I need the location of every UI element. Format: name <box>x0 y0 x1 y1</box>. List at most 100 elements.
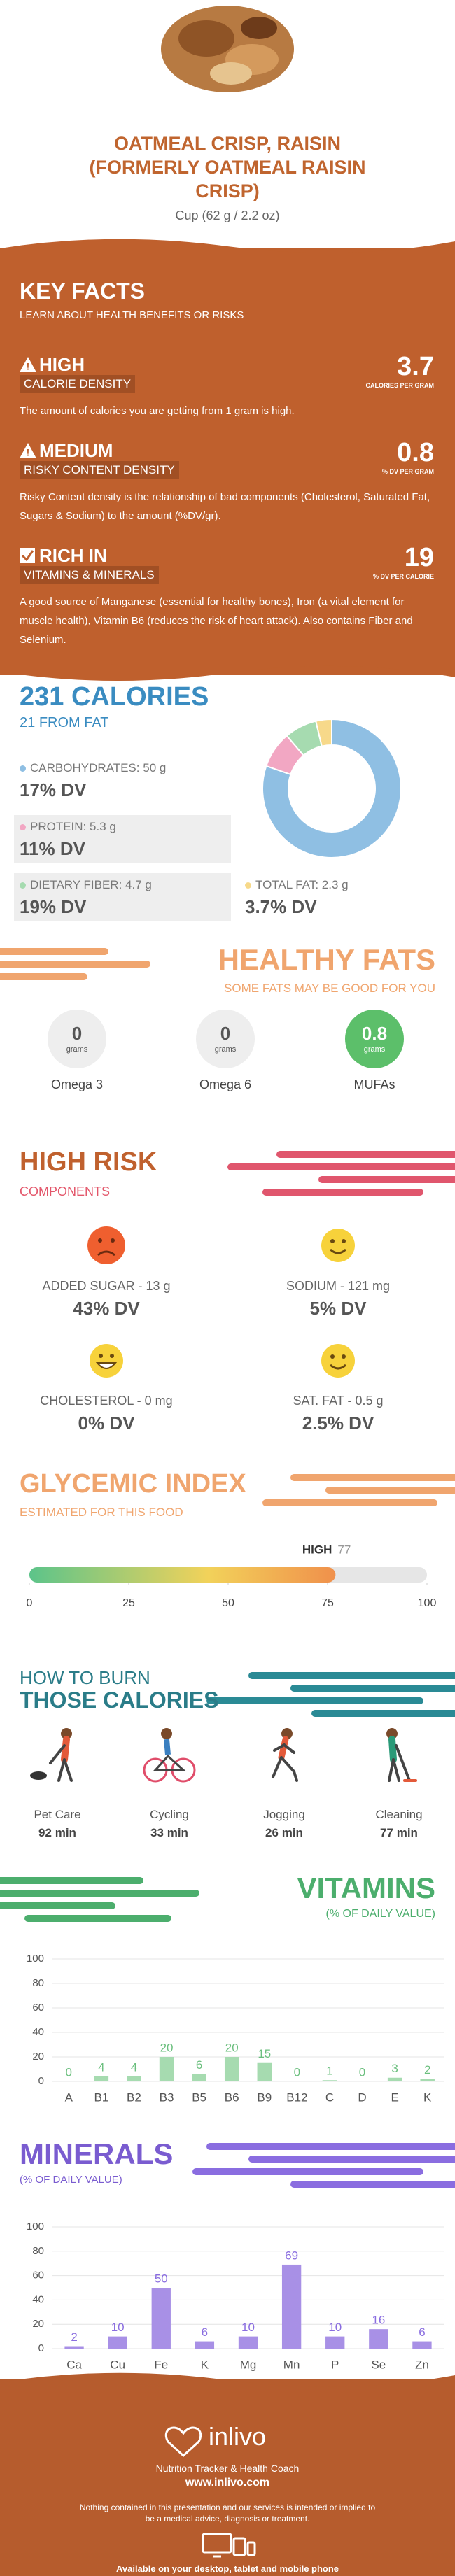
decoration <box>386 1728 398 1739</box>
disclaimer: Nothing contained in this presentation a… <box>79 2503 376 2524</box>
section-subtitle: (% OF DAILY VALUE) <box>326 1908 435 1920</box>
stripes <box>227 1151 455 1196</box>
x-tick-label: B5 <box>192 2090 206 2104</box>
fact-label: RISKY CONTENT DENSITY <box>20 461 179 479</box>
section-subtitle: (% OF DAILY VALUE) <box>20 2174 122 2186</box>
device-icons <box>202 2533 256 2558</box>
decoration <box>388 1736 397 1763</box>
fat-value: 21 <box>20 715 36 730</box>
decoration: ! <box>27 447 30 458</box>
value-label: 20 <box>225 2041 239 2054</box>
bar <box>420 2079 435 2081</box>
x-tick-label: 50 <box>222 1597 234 1609</box>
decoration <box>210 62 252 85</box>
y-tick-label: 60 <box>32 2270 44 2281</box>
activity-name: Jogging <box>263 1808 305 1821</box>
warning-icon: ! <box>20 357 36 372</box>
decoration <box>20 443 36 458</box>
legend-dot <box>20 882 26 889</box>
minutes-unit: min <box>396 1826 418 1839</box>
value-label: 2 <box>424 2063 430 2076</box>
decoration <box>111 1238 115 1243</box>
value-label: 0 <box>294 2065 300 2079</box>
fat-unit: grams <box>66 1045 88 1054</box>
decoration <box>202 2533 232 2554</box>
section-title: MINERALS <box>20 2137 174 2170</box>
x-tick-label: Se <box>371 2358 386 2371</box>
bar <box>257 2062 272 2081</box>
decoration <box>153 1754 186 1771</box>
section-subtitle: COMPONENTS <box>20 1184 111 1198</box>
bar <box>387 2077 402 2081</box>
pet-care-figure <box>30 1728 73 1782</box>
happy-face <box>321 1344 355 1378</box>
decoration <box>164 1739 171 1755</box>
bar <box>322 2080 337 2081</box>
bar <box>64 2346 84 2349</box>
decoration <box>90 1344 123 1378</box>
fat-name: Omega 6 <box>199 1077 252 1091</box>
section-title: HEALTHY FATS <box>218 943 435 976</box>
gi-level: HIGH <box>302 1543 332 1556</box>
fat-name: MUFAs <box>354 1077 396 1091</box>
decoration <box>95 1362 118 1369</box>
value-label: 2 <box>71 2330 77 2344</box>
bar <box>238 2336 258 2349</box>
x-tick-label: Zn <box>415 2358 429 2371</box>
tagline: Nutrition Tracker & Health Coach <box>155 2463 300 2474</box>
calories-label: CALORIES <box>71 682 209 712</box>
x-tick-label: B12 <box>286 2090 307 2104</box>
serving: Cup (62 g / 2.2 oz) <box>175 208 280 222</box>
minutes-unit: min <box>55 1826 76 1839</box>
nutrient-unit: g <box>145 878 152 891</box>
activity-name: Cleaning <box>375 1808 423 1821</box>
bar <box>94 2076 109 2081</box>
nutrient-name: DIETARY FIBER: <box>30 878 122 891</box>
happy-face <box>321 1229 355 1262</box>
nutrient-grams: 5.3 <box>90 820 106 833</box>
value-label: 4 <box>131 2060 137 2074</box>
nutrient-grams: 4.7 <box>125 878 142 891</box>
value-label: 4 <box>98 2060 104 2074</box>
logo-heart <box>165 2426 202 2458</box>
x-tick-label: B3 <box>160 2090 174 2104</box>
label-background <box>14 815 231 863</box>
food-picture <box>161 6 294 92</box>
x-tick-label: K <box>201 2358 209 2371</box>
fact-value: 0.8 <box>397 438 434 467</box>
cycling-figure <box>143 1728 196 1783</box>
y-tick-label: 20 <box>32 2051 44 2062</box>
bar <box>326 2336 345 2349</box>
x-tick-label: 25 <box>122 1597 135 1609</box>
fact-level: MEDIUM <box>39 440 113 461</box>
footer-background <box>0 2379 455 2576</box>
brand: inlivo <box>209 2422 267 2451</box>
bar <box>127 2076 141 2081</box>
decoration <box>329 1248 347 1254</box>
bar <box>159 2057 174 2081</box>
x-tick-label: B6 <box>225 2090 239 2104</box>
decoration <box>0 239 455 255</box>
stripes <box>0 1877 200 1922</box>
warning-icon: ! <box>20 443 36 458</box>
decoration <box>20 357 36 372</box>
decoration: ! <box>27 361 30 372</box>
cleaning-figure <box>386 1728 417 1782</box>
calories-heading: 231 CALORIES <box>20 682 209 712</box>
activity-minutes: 33 min <box>150 1826 188 1840</box>
gi-bar <box>29 1567 336 1583</box>
jogging-figure <box>272 1728 298 1782</box>
decoration <box>342 1354 346 1359</box>
fat-label: FROM FAT <box>38 715 109 730</box>
y-tick-label: 40 <box>32 2026 44 2038</box>
x-tick-label: D <box>358 2090 366 2104</box>
availability: Available on your desktop, tablet and mo… <box>115 2563 340 2574</box>
decoration <box>321 1229 355 1262</box>
decoration <box>57 1758 73 1782</box>
value-label: 10 <box>328 2321 342 2334</box>
value-label: 15 <box>258 2047 271 2060</box>
minutes-unit: min <box>167 1826 188 1839</box>
value-label: 69 <box>285 2249 298 2262</box>
section-title: THOSE CALORIES <box>20 1687 219 1713</box>
